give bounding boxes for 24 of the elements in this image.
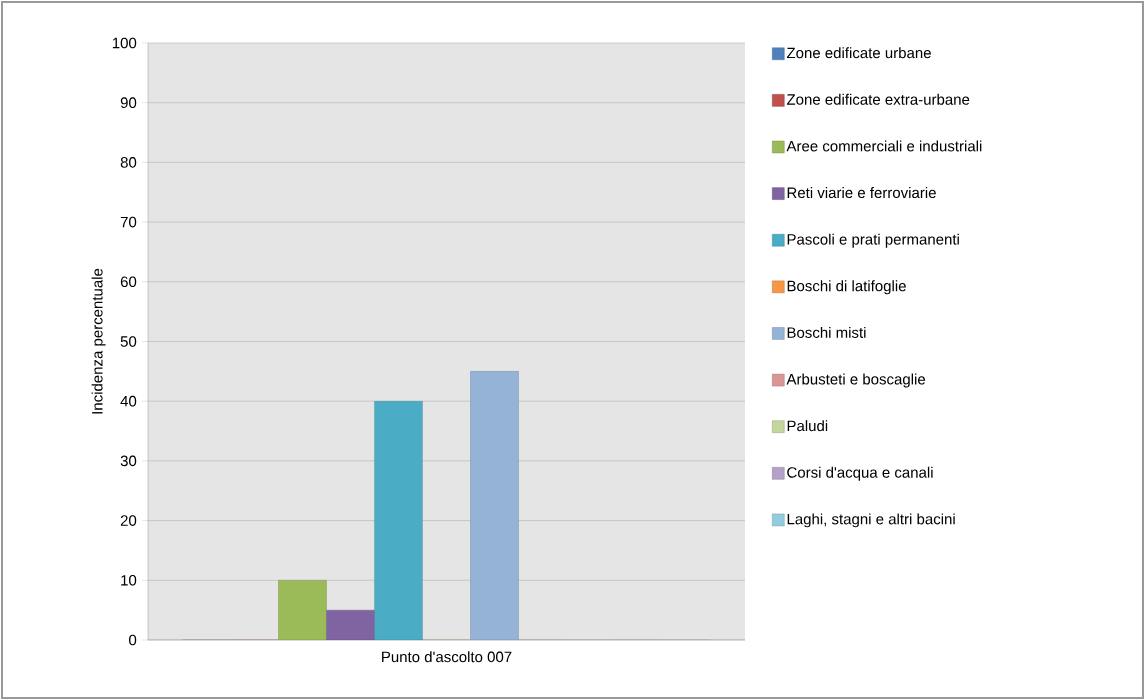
legend-label: Reti viarie e ferroviarie <box>787 187 936 199</box>
y-tick-label: 10 <box>121 574 137 586</box>
legend-label: Boschi di latifoglie <box>787 280 906 295</box>
y-tick-label: 80 <box>120 157 137 168</box>
y-tick-label: 100 <box>112 37 137 49</box>
x-tick-label: Punto d'ascolto 007 <box>382 651 512 663</box>
legend-label: Corsi d'acqua e canali <box>787 466 933 481</box>
y-tick-label: 60 <box>120 276 137 288</box>
y-tick-label: 0 <box>129 634 137 646</box>
legend-label: Laghi, stagni e altri bacini <box>787 513 955 528</box>
y-tick-label: 40 <box>120 395 137 407</box>
legend-label: Aree commerciali e industriali <box>786 140 982 152</box>
legend-label: Zone edificate urbane <box>786 47 931 59</box>
y-axis-title: Incidenza percentuale <box>91 268 106 414</box>
legend-label: Pascoli e prati permanenti <box>787 233 959 248</box>
legend-label: Arbusteti e boscaglie <box>786 373 926 388</box>
legend-label: Boschi misti <box>787 326 866 338</box>
y-tick-label: 70 <box>120 216 137 228</box>
legend-label: Zone edificate extra-urbane <box>786 93 970 105</box>
y-tick-label: 30 <box>120 455 137 467</box>
y-tick-label: 90 <box>120 97 137 108</box>
y-tick-label: 50 <box>120 336 137 347</box>
y-tick-label: 20 <box>120 515 137 526</box>
legend-label: Paludi <box>787 420 828 432</box>
